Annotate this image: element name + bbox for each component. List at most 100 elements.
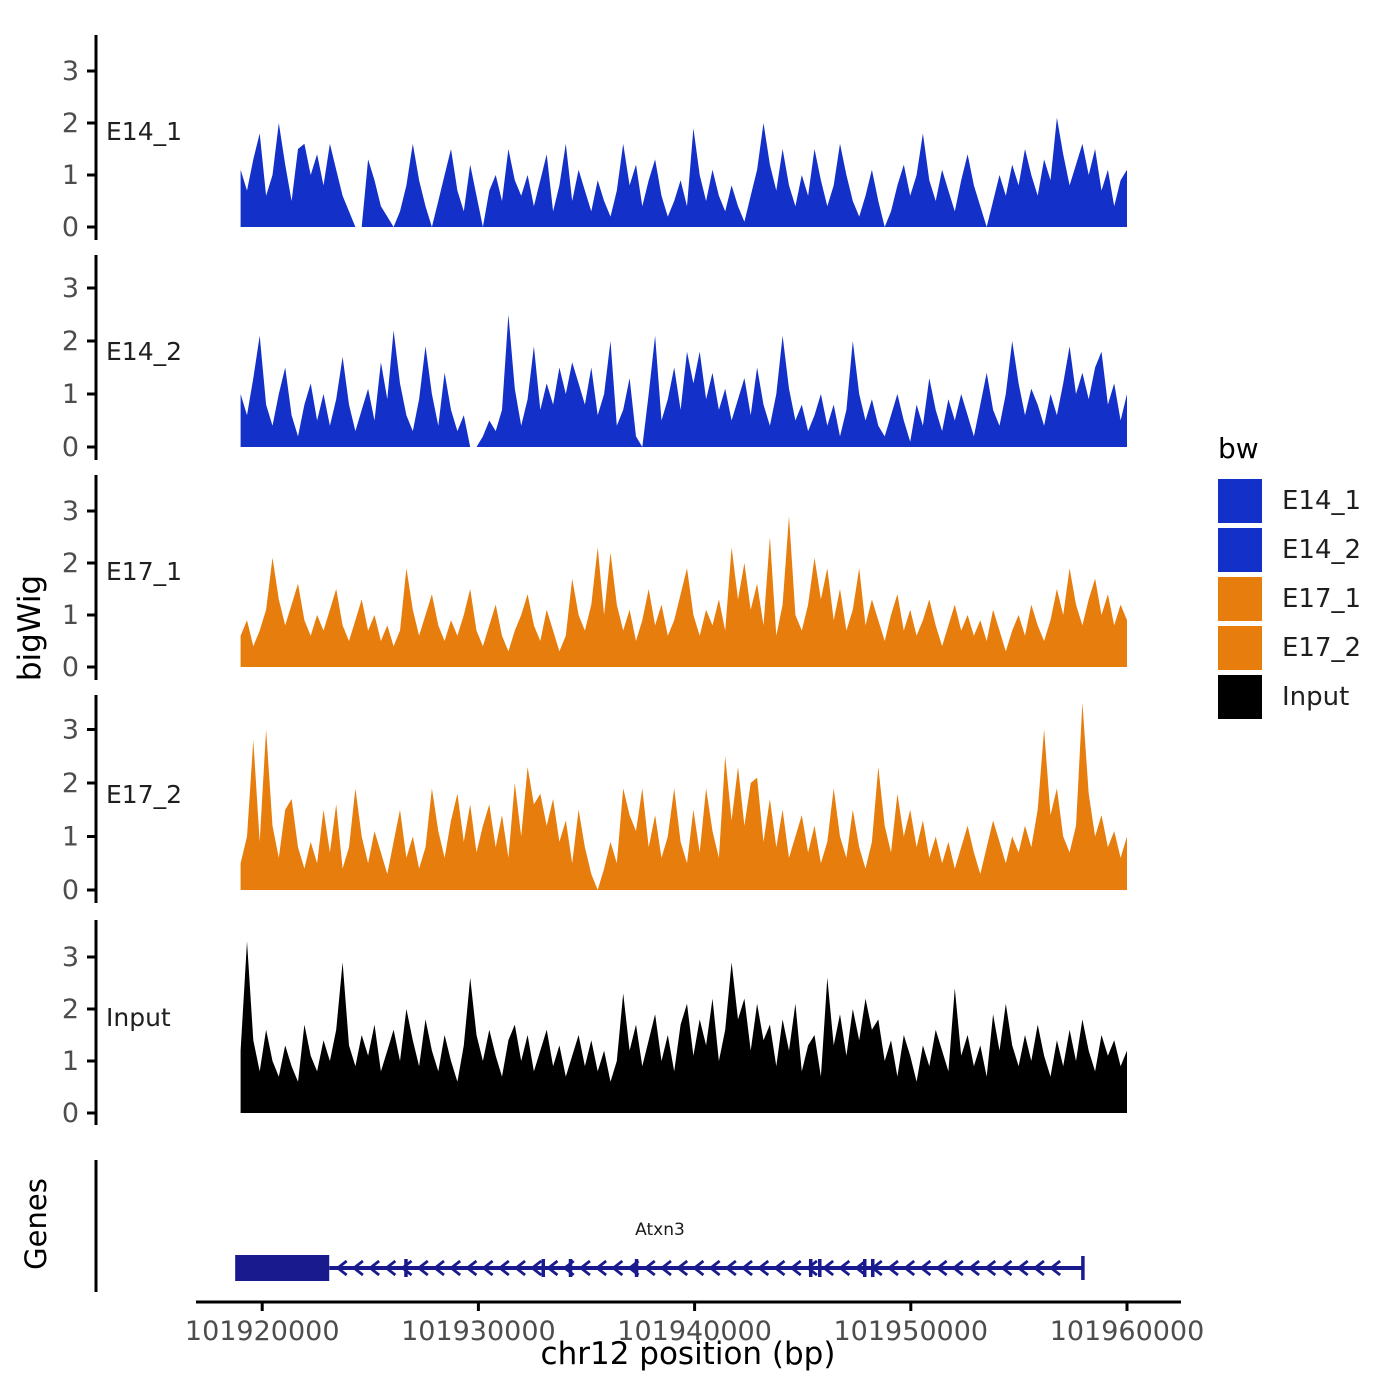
gene-strand-arrow [1048, 1259, 1062, 1277]
gene-strand-arrow [1016, 1259, 1029, 1277]
gene-strand-arrow [854, 1259, 867, 1277]
legend-entry: E14_1 [1218, 479, 1361, 523]
y-tick-label: 2 [62, 548, 79, 579]
track-label-e17-1: E17_1 [106, 557, 183, 586]
gene-strand-arrow [416, 1259, 429, 1277]
gene-strand-arrow [919, 1259, 932, 1277]
legend-label: E14_2 [1282, 535, 1362, 565]
legend-label: E17_1 [1282, 584, 1362, 614]
gene-strand-arrow [611, 1259, 624, 1277]
track-label-e17-2: E17_2 [106, 780, 183, 809]
y-tick-label: 3 [62, 715, 79, 746]
gene-strand-arrow [497, 1259, 510, 1277]
track-label-e14-1: E14_1 [106, 117, 183, 146]
gene-strand-arrow [724, 1259, 737, 1277]
gene-strand-arrow [886, 1259, 899, 1277]
gene-strand-arrow [902, 1259, 916, 1277]
y-tick-label: 2 [62, 108, 79, 139]
genes-panel-title: Genes [19, 1178, 53, 1270]
x-tick-label: 101920000 [185, 1316, 340, 1347]
gene-strand-arrow [335, 1259, 348, 1277]
y-tick-label: 0 [62, 1098, 79, 1129]
legend-label: Input [1282, 682, 1350, 712]
legend-entry: E17_1 [1218, 577, 1361, 621]
track-label-e14-2: E14_2 [106, 337, 183, 366]
gene-strand-arrow [773, 1259, 786, 1277]
gene-strand-arrow [789, 1259, 802, 1277]
legend-swatch [1218, 528, 1262, 572]
gene-strand-arrow [984, 1259, 997, 1277]
gene-strand-arrow [935, 1259, 948, 1277]
legend-entry: Input [1218, 675, 1361, 719]
legend-label: E17_2 [1282, 633, 1362, 663]
legend-swatch [1218, 675, 1262, 719]
y-tick-label: 3 [62, 942, 79, 973]
gene-strand-arrow [805, 1259, 818, 1277]
gene-strand-arrow [1000, 1259, 1013, 1277]
gene-name-label: Atxn3 [635, 1220, 685, 1240]
legend-swatch [1218, 626, 1262, 670]
gene-strand-arrow [675, 1259, 689, 1277]
gene-utr-box [235, 1255, 330, 1281]
gene-strand-arrow [643, 1259, 656, 1277]
gene-strand-arrow [513, 1259, 526, 1277]
track-area-E14_1 [240, 117, 1128, 227]
legend-entry: E17_2 [1218, 626, 1361, 670]
gene-strand-arrow [708, 1259, 721, 1277]
gene-strand-arrow [659, 1259, 672, 1277]
gene-strand-arrow [692, 1259, 705, 1277]
y-axis-title-bigwig: bigWig [12, 574, 48, 682]
legend-label: E14_1 [1282, 486, 1362, 516]
gene-strand-arrow [740, 1259, 753, 1277]
track-area-E17_1 [240, 516, 1128, 667]
legend-title: bw [1218, 432, 1259, 465]
gene-strand-arrow [546, 1259, 559, 1277]
gene-strand-arrow [432, 1259, 445, 1277]
gene-strand-arrow [967, 1259, 980, 1277]
y-tick-label: 2 [62, 994, 79, 1025]
x-axis-title: chr12 position (bp) [540, 1336, 836, 1372]
gene-strand-arrow [821, 1259, 835, 1277]
y-tick-label: 0 [62, 212, 79, 243]
gene-strand-arrow [578, 1259, 591, 1277]
track-label-input: Input [106, 1003, 171, 1032]
y-tick-label: 3 [62, 496, 79, 527]
gene-strand-arrow [481, 1259, 494, 1277]
gene-strand-arrow [757, 1259, 770, 1277]
gene-strand-arrow [400, 1259, 413, 1277]
x-tick-label: 101960000 [1050, 1316, 1205, 1347]
y-tick-label: 1 [62, 822, 79, 853]
y-tick-label: 3 [62, 273, 79, 304]
y-tick-label: 1 [62, 1046, 79, 1077]
y-tick-label: 2 [62, 326, 79, 357]
gene-strand-arrow [594, 1259, 607, 1277]
gene-strand-arrow [448, 1259, 462, 1277]
y-tick-label: 1 [62, 600, 79, 631]
gene-strand-arrow [951, 1259, 964, 1277]
y-tick-label: 3 [62, 56, 79, 87]
track-area-E17_2 [240, 702, 1128, 890]
gene-strand-arrow [384, 1259, 397, 1277]
gene-strand-arrow [1032, 1259, 1045, 1277]
legend-swatch [1218, 577, 1262, 621]
x-tick-label: 101950000 [833, 1316, 988, 1347]
legend-entry: E14_2 [1218, 528, 1361, 572]
gene-strand-arrow [838, 1259, 851, 1277]
y-tick-label: 1 [62, 379, 79, 410]
y-tick-label: 2 [62, 768, 79, 799]
track-area-E14_2 [240, 314, 1128, 447]
x-tick-label: 101930000 [401, 1316, 556, 1347]
gene-strand-arrow [529, 1259, 543, 1277]
gene-strand-arrow [351, 1259, 364, 1277]
gene-strand-arrow [367, 1259, 380, 1277]
y-tick-label: 1 [62, 160, 79, 191]
y-tick-label: 0 [62, 875, 79, 906]
y-tick-label: 0 [62, 652, 79, 683]
legend: bw E14_1 E14_2 E17_1 E17_2 Input [1218, 432, 1361, 724]
y-tick-label: 0 [62, 432, 79, 463]
x-tick-label: 101940000 [617, 1316, 772, 1347]
track-area-Input [240, 941, 1128, 1113]
legend-swatch [1218, 479, 1262, 523]
